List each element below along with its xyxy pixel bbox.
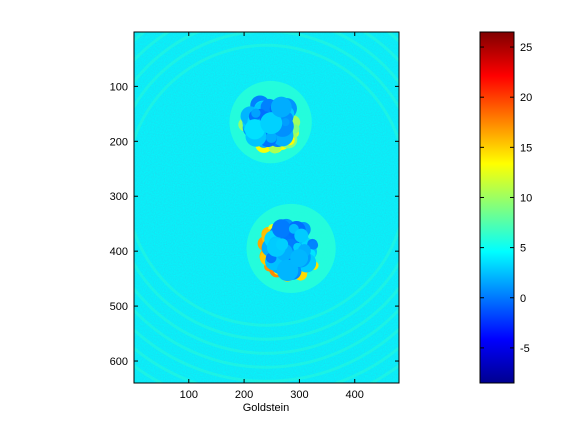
heatmap-plot-area [134,32,399,383]
region-core-patch [294,228,309,243]
region-core-patch [244,119,265,140]
colorbar-tick-label: 15 [520,142,532,154]
y-tick-label: 300 [110,191,128,203]
colorbar-tick-label: 20 [520,92,532,104]
region-core-patch [309,240,319,250]
region-core-patch [270,96,292,118]
heatmap-region [229,80,312,164]
colorbar-axis: -5 0 5 10 15 20 25 [480,42,532,355]
x-tick-label: 200 [235,389,253,401]
colorbar-frame [479,31,515,384]
plot-frame [133,31,400,384]
x-tick-label: 100 [180,389,198,401]
region-core-patch [281,118,290,127]
y-tick-label: 200 [110,136,128,148]
y-axis: 100 200 300 400 500 600 [110,81,399,368]
y-tick-label: 600 [110,356,128,368]
x-axis-label: Goldstein [243,402,289,414]
y-tick-label: 500 [110,301,128,313]
region-core-patch [260,112,283,135]
region-core-patch [265,131,277,143]
colorbar-tick-label: 25 [520,42,532,54]
region-core-patch [276,238,289,251]
colorbar-tick-label: -5 [520,343,530,355]
interference-ring [134,32,399,355]
colorbar-tick-label: 5 [520,243,526,255]
x-tick-label: 300 [290,389,308,401]
interference-ring [134,43,399,327]
x-axis: 100 200 300 400 [180,32,364,401]
colorbar [480,32,514,383]
interference-ring [134,32,399,341]
region-core-patch [271,219,291,238]
y-tick-label: 100 [110,81,128,93]
y-tick-label: 400 [110,246,128,258]
region-core-patch [276,259,299,282]
colorbar-tick-label: 10 [520,192,532,204]
interference-ring [134,32,399,369]
interference-ring [134,32,399,383]
colorbar-tick-label: 0 [520,293,526,305]
region-core-patch [290,249,309,268]
heatmap-region [246,203,336,294]
region-core-patch [251,108,261,118]
x-tick-label: 400 [346,389,364,401]
